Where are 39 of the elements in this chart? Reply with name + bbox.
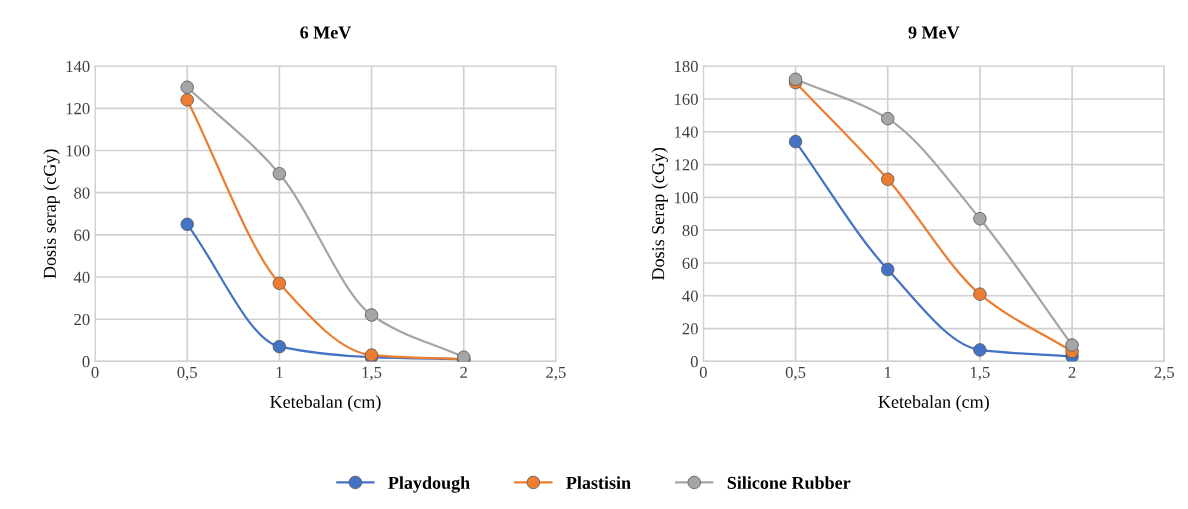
- x-axis-title: Ketebalan (cm): [878, 395, 989, 412]
- x-tick-label: 0,5: [785, 366, 806, 381]
- x-tick-label: 2,5: [546, 366, 566, 381]
- y-tick-label: 60: [682, 257, 698, 269]
- y-tick-label: 160: [674, 93, 698, 105]
- y-tick-label: 20: [74, 313, 90, 326]
- y-tick-label: 20: [682, 323, 698, 335]
- x-tick-label: 0,5: [177, 366, 197, 381]
- y-tick-label: 140: [674, 126, 698, 138]
- x-tick-label: 0: [91, 366, 99, 378]
- y-tick-label: 140: [66, 60, 90, 73]
- legend-label: Plastisin: [566, 476, 631, 489]
- x-tick-label: 0: [699, 366, 707, 378]
- chart-title: 9 MeV: [908, 26, 960, 39]
- x-tick-label: 1,5: [362, 366, 382, 381]
- x-tick-label: 1: [885, 366, 891, 378]
- chart-title: 6 MeV: [300, 26, 352, 39]
- y-tick-label: 0: [690, 356, 698, 368]
- legend-label: Silicone Rubber: [727, 476, 851, 489]
- x-tick-label: 1,5: [970, 366, 990, 381]
- y-tick-label: 120: [66, 103, 90, 115]
- y-tick-label: 180: [674, 60, 698, 73]
- y-axis-title: Dosis serap (cGy): [43, 149, 60, 279]
- y-axis-title: Dosis Serap (cGy): [651, 147, 668, 280]
- x-tick-label: 2: [1068, 366, 1076, 378]
- y-tick-label: 60: [74, 229, 90, 241]
- x-tick-label: 2: [460, 366, 467, 378]
- y-tick-label: 100: [674, 192, 698, 204]
- x-tick-label: 1: [276, 366, 283, 378]
- y-tick-label: 80: [74, 187, 90, 199]
- legend-label: Playdough: [388, 476, 470, 493]
- y-tick-label: 80: [682, 224, 698, 237]
- x-axis-title: Ketebalan (cm): [270, 395, 381, 412]
- y-tick-label: 100: [66, 145, 90, 157]
- y-tick-label: 40: [682, 290, 698, 302]
- y-tick-label: 40: [73, 271, 90, 283]
- x-tick-label: 2,5: [1154, 366, 1175, 381]
- y-tick-label: 120: [674, 159, 698, 171]
- y-tick-label: 0: [82, 356, 90, 368]
